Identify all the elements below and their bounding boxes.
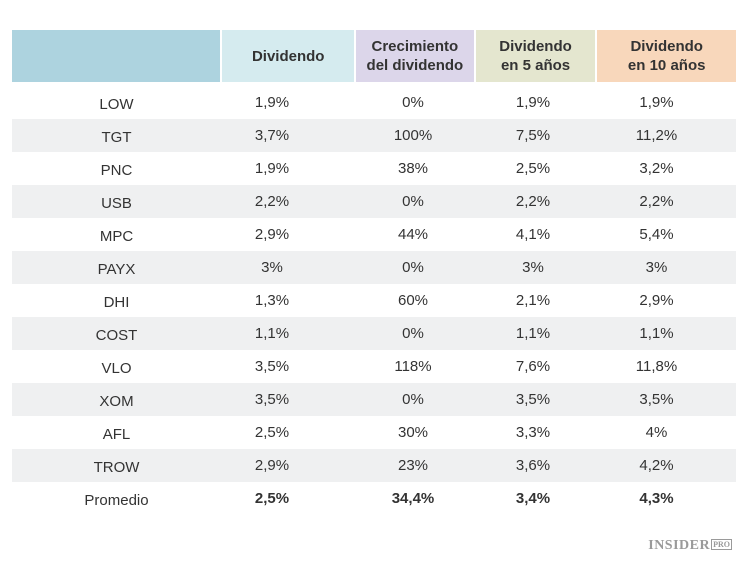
div5-cell: 3,5%	[515, 391, 551, 408]
ticker-cell: TGT	[101, 129, 132, 146]
dividend-cell: 3%	[261, 259, 283, 276]
table-body: LOW 1,9% 0% 1,9% 1,9% TGT 3,7% 100% 7,5%…	[12, 86, 736, 515]
insider-pro-logo: INSIDER PRO	[648, 538, 732, 554]
div10-cell: 4%	[645, 424, 668, 441]
dividend-cell: 1,9%	[254, 94, 290, 111]
ticker-cell: AFL	[102, 426, 131, 443]
div5-cell: 3%	[522, 259, 544, 276]
div10-cell: 3,5%	[639, 391, 674, 408]
dividend-cell: 2,9%	[254, 457, 290, 474]
ticker-cell: DHI	[103, 294, 130, 311]
average-label: Promedio	[84, 492, 149, 509]
dividend-cell: 1,1%	[254, 325, 290, 342]
dividend-cell: 2,9%	[254, 226, 290, 243]
dividend-cell: 1,9%	[254, 160, 290, 177]
table-header: Dividendo Crecimiento del dividendo Divi…	[12, 30, 736, 82]
growth-cell: 0%	[402, 391, 424, 408]
div10-cell: 5,4%	[639, 226, 674, 243]
div5-cell: 2,1%	[515, 292, 551, 309]
dividend-cell: 3,7%	[254, 127, 290, 144]
div5-cell: 2,5%	[515, 160, 551, 177]
div5-cell: 4,1%	[515, 226, 551, 243]
header-dividend-growth: Crecimiento del dividendo	[356, 30, 474, 82]
average-dividend: 2,5%	[254, 490, 290, 507]
growth-cell: 0%	[402, 193, 424, 210]
div5-cell: 1,9%	[515, 94, 551, 111]
div10-cell: 4,2%	[639, 457, 674, 474]
dividend-cell: 1,3%	[254, 292, 290, 309]
header-ticker	[12, 30, 221, 82]
ticker-cell: MPC	[99, 228, 134, 245]
dividend-cell: 3,5%	[254, 358, 290, 375]
logo-pro-badge: PRO	[711, 539, 732, 550]
table-row: DHI 1,3% 60% 2,1% 2,9%	[12, 284, 736, 317]
div5-cell: 7,5%	[515, 127, 551, 144]
growth-cell: 0%	[402, 259, 424, 276]
table-row: MPC 2,9% 44% 4,1% 5,4%	[12, 218, 736, 251]
dividend-cell: 2,5%	[254, 424, 290, 441]
header-dividend: Dividendo	[222, 30, 355, 82]
ticker-cell: COST	[95, 327, 138, 344]
ticker-cell: LOW	[99, 96, 134, 113]
growth-cell: 30%	[397, 424, 429, 441]
average-row: Promedio 2,5% 34,4% 3,4% 4,3%	[12, 482, 736, 515]
div10-cell: 11,2%	[635, 127, 678, 144]
div10-cell: 3,2%	[639, 160, 674, 177]
header-dividend-5-years: Dividendo en 5 años	[475, 30, 596, 82]
table-row: PAYX 3% 0% 3% 3%	[12, 251, 736, 284]
growth-cell: 38%	[397, 160, 429, 177]
table-row: COST 1,1% 0% 1,1% 1,1%	[12, 317, 736, 350]
growth-cell: 0%	[402, 325, 424, 342]
table-row: AFL 2,5% 30% 3,3% 4%	[12, 416, 736, 449]
growth-cell: 60%	[397, 292, 429, 309]
growth-cell: 44%	[397, 226, 429, 243]
ticker-cell: TROW	[93, 459, 140, 476]
div5-cell: 2,2%	[515, 193, 551, 210]
ticker-cell: PAYX	[97, 261, 136, 278]
div10-cell: 2,9%	[639, 292, 674, 309]
dividend-cell: 3,5%	[254, 391, 290, 408]
growth-cell: 118%	[394, 358, 432, 375]
div10-cell: 1,9%	[639, 94, 674, 111]
div5-cell: 7,6%	[515, 358, 551, 375]
table-row: USB 2,2% 0% 2,2% 2,2%	[12, 185, 736, 218]
div10-cell: 2,2%	[639, 193, 674, 210]
ticker-cell: XOM	[99, 393, 134, 410]
table-row: TGT 3,7% 100% 7,5% 11,2%	[12, 119, 736, 152]
table-row: VLO 3,5% 118% 7,6% 11,8%	[12, 350, 736, 383]
table-row: PNC 1,9% 38% 2,5% 3,2%	[12, 152, 736, 185]
table-row: LOW 1,9% 0% 1,9% 1,9%	[12, 86, 736, 119]
ticker-cell: USB	[101, 195, 132, 212]
ticker-cell: VLO	[101, 360, 132, 377]
average-div10: 4,3%	[639, 490, 674, 507]
logo-main: INSIDER	[648, 538, 711, 553]
growth-cell: 100%	[393, 127, 433, 144]
header-dividend-10-years: Dividendo en 10 años	[597, 30, 736, 82]
div10-cell: 3%	[645, 259, 668, 276]
ticker-cell: PNC	[100, 162, 133, 179]
table-row: TROW 2,9% 23% 3,6% 4,2%	[12, 449, 736, 482]
dividend-cell: 2,2%	[254, 193, 290, 210]
div10-cell: 11,8%	[635, 358, 678, 375]
average-growth: 34,4%	[391, 490, 435, 507]
div10-cell: 1,1%	[639, 325, 674, 342]
growth-cell: 0%	[402, 94, 424, 111]
growth-cell: 23%	[397, 457, 429, 474]
table-row: XOM 3,5% 0% 3,5% 3,5%	[12, 383, 736, 416]
average-div5: 3,4%	[515, 490, 551, 507]
div5-cell: 3,6%	[515, 457, 551, 474]
div5-cell: 1,1%	[515, 325, 551, 342]
div5-cell: 3,3%	[515, 424, 551, 441]
